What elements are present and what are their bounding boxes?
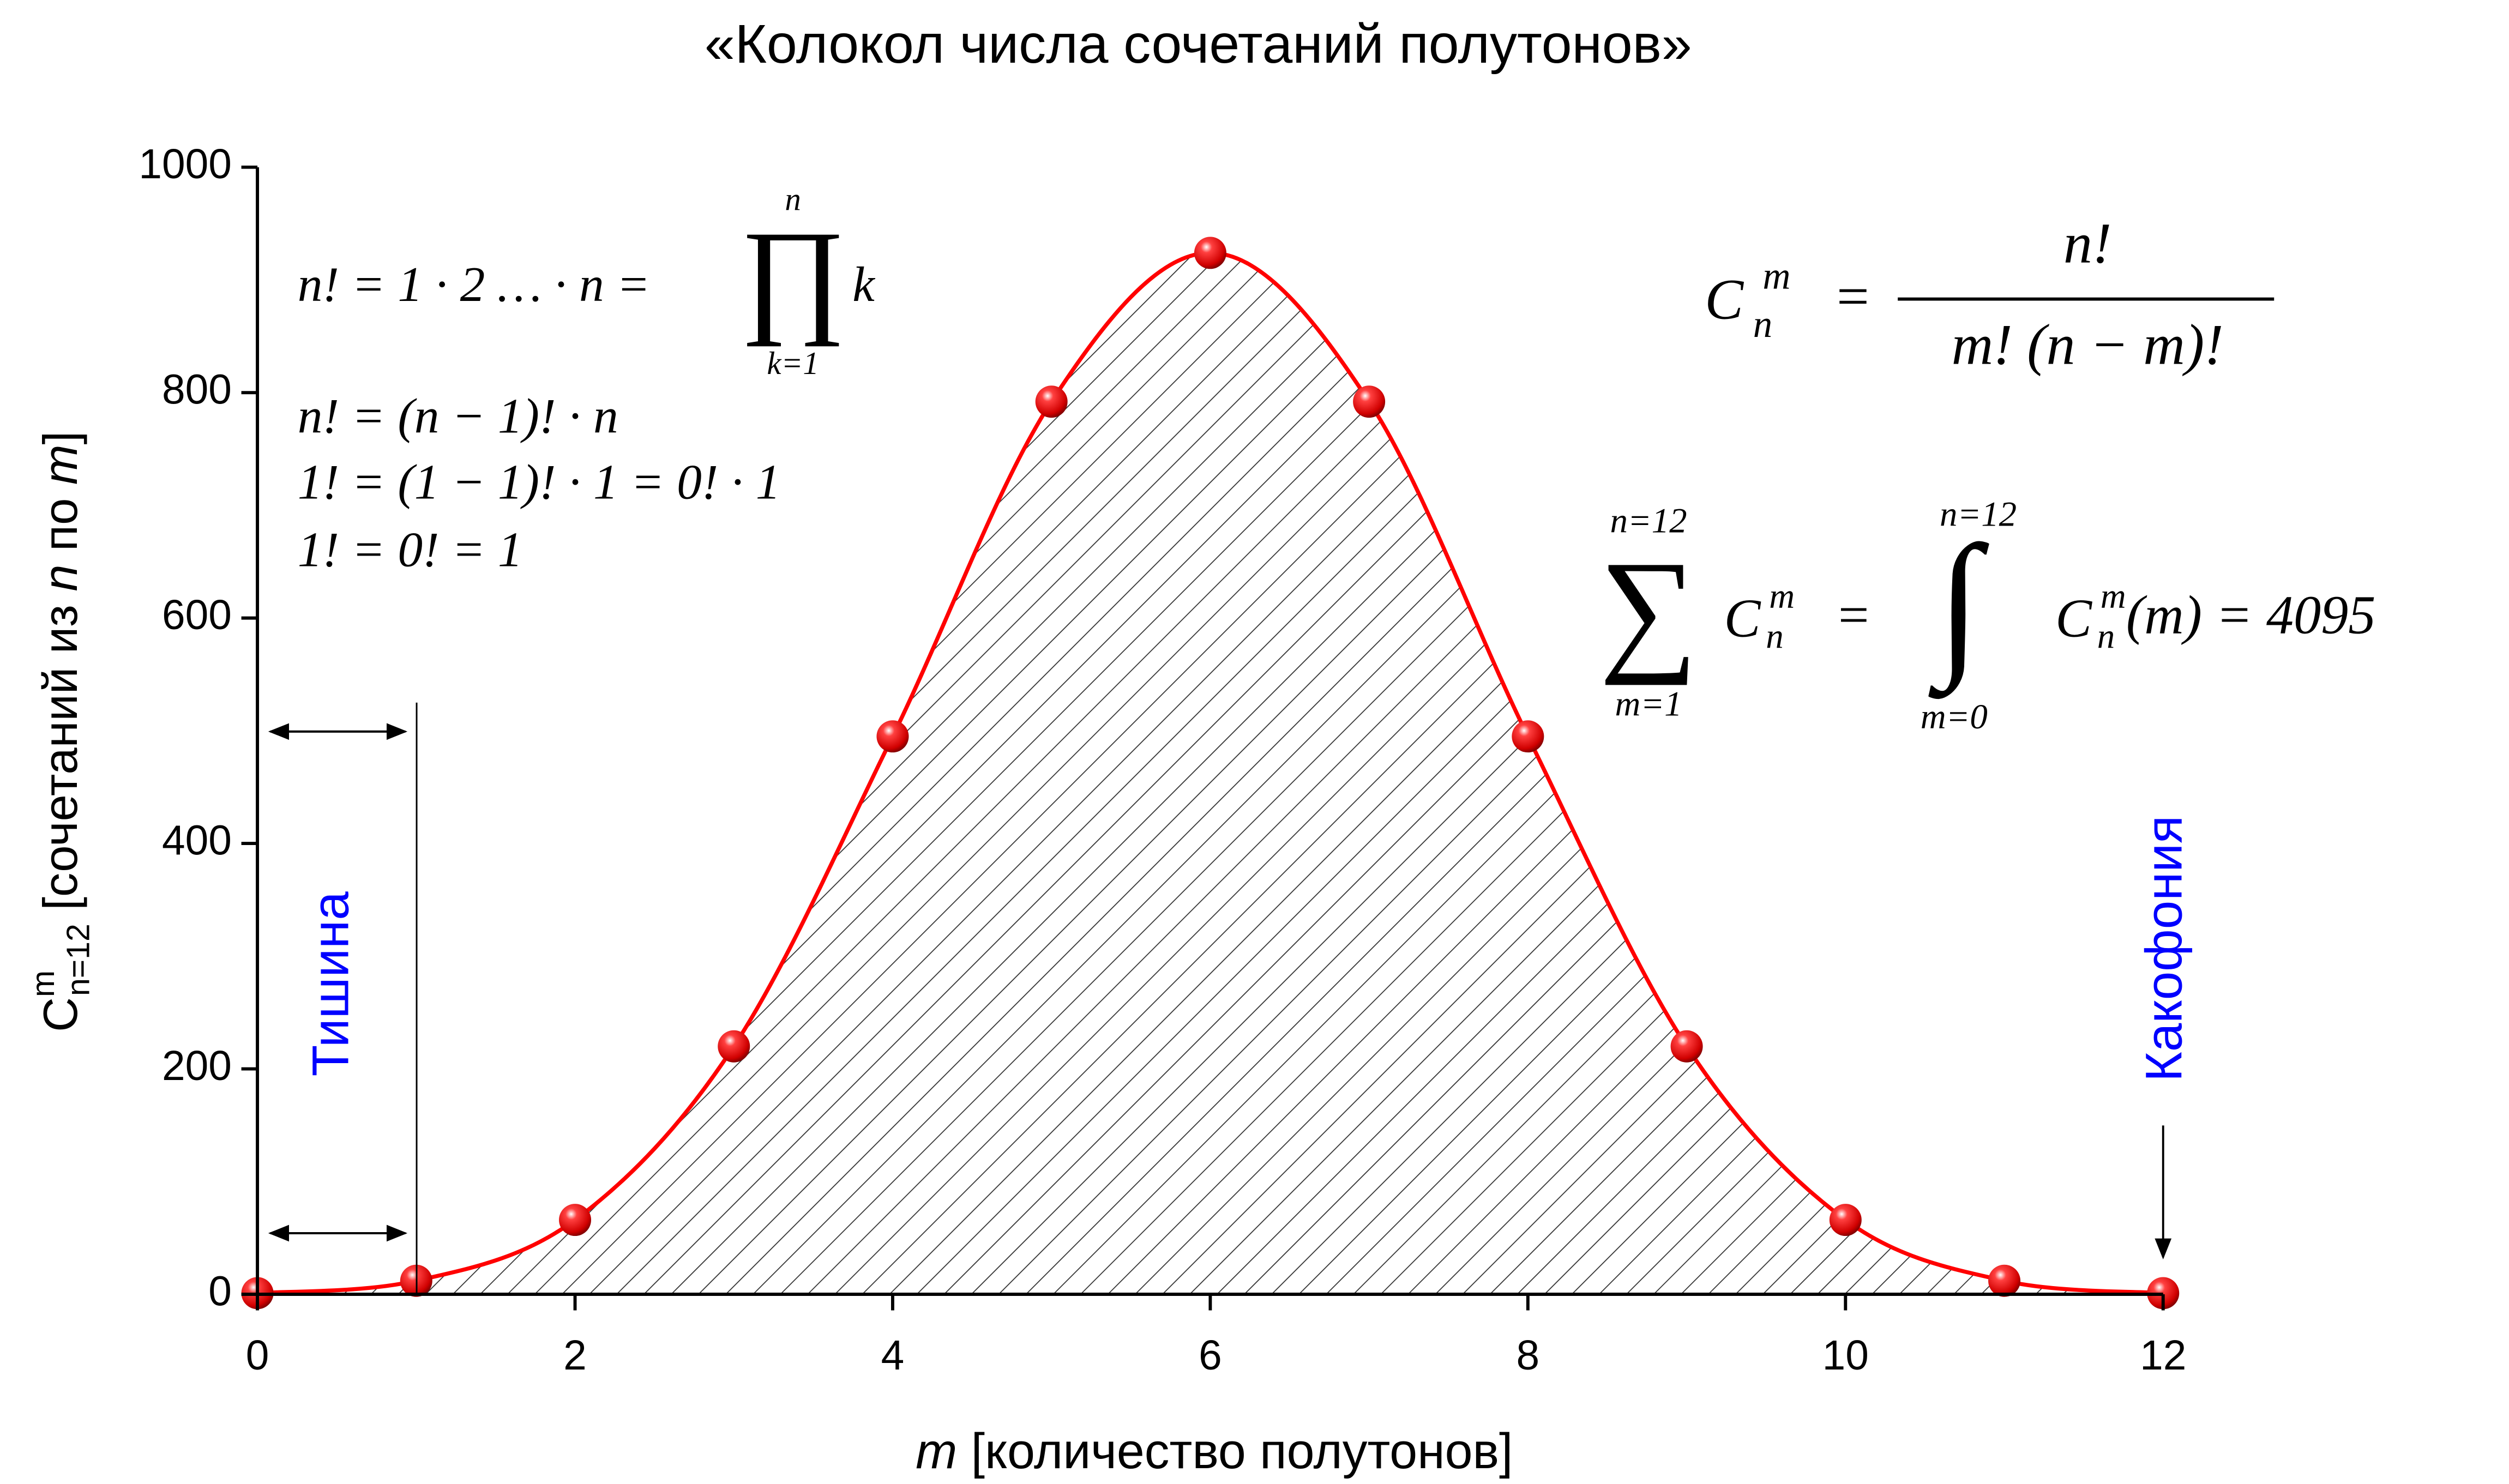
formula: m bbox=[2101, 577, 2126, 616]
x-axis-label: m [количество полутонов] bbox=[916, 1423, 1513, 1479]
x-tick-label: 10 bbox=[1822, 1332, 1869, 1379]
formula: m! (n − m)! bbox=[1952, 312, 2224, 376]
annotation: Тишина bbox=[302, 891, 359, 1077]
formula-limit: m=0 bbox=[1921, 697, 1988, 737]
y-label-n: n bbox=[34, 564, 88, 591]
formula: n bbox=[1766, 617, 1783, 656]
y-axis-label: Cmn=12 [сочетаний из n по m] bbox=[25, 431, 96, 1032]
formula-limit: n bbox=[785, 181, 801, 217]
point bbox=[1829, 1204, 1862, 1236]
formula: n! bbox=[2063, 210, 2111, 275]
point bbox=[1670, 1030, 1703, 1063]
formula-limit: n=12 bbox=[1940, 494, 2017, 534]
point bbox=[559, 1204, 592, 1236]
x-label-text: [количество полутонов] bbox=[957, 1423, 1513, 1479]
point bbox=[1988, 1264, 2020, 1297]
formula-limit: k=1 bbox=[767, 345, 819, 381]
y-label-mid: по bbox=[34, 485, 88, 564]
point bbox=[1512, 720, 1544, 753]
formula-limit: n=12 bbox=[1610, 501, 1687, 540]
x-label-var: m bbox=[916, 1423, 957, 1479]
y-tick-label: 0 bbox=[208, 1268, 232, 1314]
formula: 1! = 0! = 1 bbox=[298, 522, 523, 577]
formula: n! = 1 · 2 … · n = bbox=[298, 257, 650, 312]
point bbox=[718, 1030, 750, 1063]
formula: C bbox=[1724, 588, 1761, 648]
formula: n bbox=[1753, 303, 1772, 346]
point bbox=[1353, 385, 1386, 418]
y-label-text: [сочетаний из bbox=[34, 592, 88, 924]
x-tick-label: 12 bbox=[2140, 1332, 2186, 1379]
x-tick-label: 2 bbox=[563, 1332, 587, 1379]
annotation: Какофония bbox=[2135, 816, 2192, 1082]
x-tick-label: 6 bbox=[1199, 1332, 1222, 1379]
area bbox=[257, 252, 2163, 1295]
formula-limit: m=1 bbox=[1615, 684, 1682, 723]
formula: n bbox=[2097, 617, 2115, 656]
formula-symbol: ∫ bbox=[1927, 512, 1989, 701]
y-label-sup: m bbox=[25, 970, 61, 997]
point bbox=[876, 720, 909, 753]
formula: C bbox=[2055, 588, 2092, 648]
y-tick-label: 1000 bbox=[139, 141, 232, 188]
point bbox=[1194, 237, 1226, 269]
formula-symbol: ∏ bbox=[740, 205, 846, 347]
formula: m bbox=[1762, 255, 1790, 297]
point bbox=[1035, 385, 1068, 418]
y-label-m: m bbox=[34, 444, 88, 485]
formula: = bbox=[1838, 584, 1869, 645]
y-label-symbol: C bbox=[34, 997, 88, 1032]
x-tick-label: 8 bbox=[1517, 1332, 1540, 1379]
y-tick-label: 800 bbox=[162, 366, 232, 413]
formula: (m) = 4095 bbox=[2126, 584, 2375, 645]
formula: C bbox=[1705, 267, 1744, 331]
y-label-sub: n=12 bbox=[61, 924, 96, 996]
formula: n! = (n − 1)! · n bbox=[298, 389, 618, 444]
formula-symbol: ∑ bbox=[1599, 532, 1698, 685]
y-tick-label: 200 bbox=[162, 1043, 232, 1089]
x-tick-label: 0 bbox=[246, 1332, 269, 1379]
y-tick-label: 600 bbox=[162, 592, 232, 638]
formula: k bbox=[852, 257, 875, 312]
formula: = bbox=[1837, 264, 1869, 328]
formula: m bbox=[1769, 577, 1795, 616]
plot: 0 200 400 600 800 1000 0 2 4 6 8 10 12 bbox=[139, 141, 2186, 1379]
x-tick-label: 4 bbox=[881, 1332, 905, 1379]
formula: 1! = (1 − 1)! · 1 = 0! · 1 bbox=[298, 455, 781, 510]
y-label-end: ] bbox=[34, 431, 88, 445]
chart-title: «Колокол числа сочетаний полутонов» bbox=[705, 14, 1692, 75]
y-tick-label: 400 bbox=[162, 817, 232, 864]
